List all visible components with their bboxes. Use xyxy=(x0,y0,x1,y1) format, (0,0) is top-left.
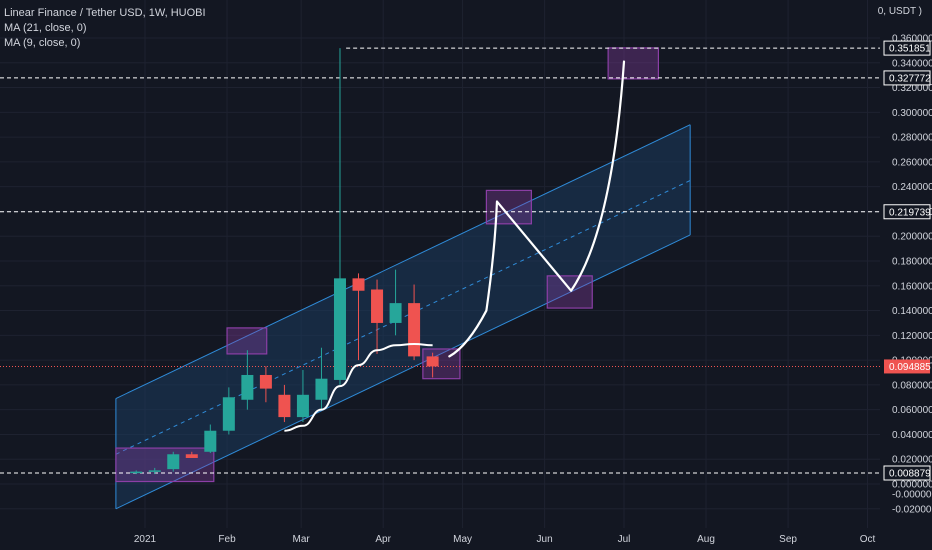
price-tick-label: 0.340000 xyxy=(892,58,932,69)
indicator-ma-21[interactable]: MA (21, close, 0) xyxy=(4,22,87,34)
projection-line xyxy=(448,60,626,358)
candle-body xyxy=(204,430,217,452)
candle[interactable] xyxy=(130,470,143,475)
candle[interactable] xyxy=(426,352,439,378)
time-tick-label: Feb xyxy=(218,534,236,545)
price-tick-label: 0.260000 xyxy=(892,157,932,168)
price-level-label: 0.219739 xyxy=(889,207,931,218)
candle[interactable] xyxy=(241,350,254,410)
current-price-label: 0.094885 xyxy=(889,362,931,373)
highlight-box xyxy=(546,275,593,309)
candle[interactable] xyxy=(315,347,328,410)
highlight-boxes xyxy=(115,47,660,483)
price-tick-label: 0.160000 xyxy=(892,281,932,292)
candle-body xyxy=(241,374,254,400)
candle-body xyxy=(352,278,365,291)
candle-body xyxy=(259,374,272,389)
candle[interactable] xyxy=(148,467,161,475)
price-level-label-box xyxy=(883,465,931,481)
candlesticks[interactable] xyxy=(130,48,439,475)
indicator-ma-9[interactable]: MA (9, close, 0) xyxy=(4,37,81,49)
candle-body xyxy=(315,378,328,400)
candle[interactable] xyxy=(259,366,272,403)
moving-average xyxy=(284,343,433,432)
candle-body xyxy=(148,470,161,472)
price-tick-label: 0.360000 xyxy=(892,34,932,45)
time-tick-label: Jun xyxy=(537,534,553,545)
candle-body xyxy=(389,303,402,323)
candle-body xyxy=(408,303,421,357)
price-tick-label: 0.320000 xyxy=(892,83,932,94)
time-tick-label: Aug xyxy=(697,534,715,545)
channel-lower-line xyxy=(115,234,691,510)
symbol-title[interactable]: Linear Finance / Tether USD, 1W, HUOBI xyxy=(4,7,206,19)
price-level-lines xyxy=(0,47,880,474)
candle-body xyxy=(167,454,180,470)
price-tick-label: 0.020000 xyxy=(892,455,932,466)
highlight-box xyxy=(226,327,268,355)
candle-body xyxy=(130,471,143,474)
ma-line xyxy=(284,343,433,432)
time-tick-label: Oct xyxy=(860,534,876,545)
candle[interactable] xyxy=(333,48,346,385)
price-level-label-box xyxy=(883,204,931,220)
candle-body xyxy=(426,356,439,367)
time-tick-label: Apr xyxy=(375,534,391,545)
candle[interactable] xyxy=(204,424,217,454)
candle-body xyxy=(371,289,384,323)
time-tick-label: Jul xyxy=(618,534,631,545)
highlight-box xyxy=(607,47,660,80)
price-level-label: 0.008879 xyxy=(889,468,931,479)
price-level-label: 0.327772 xyxy=(889,73,931,84)
candle-body xyxy=(333,278,346,380)
price-tick-label: 0.080000 xyxy=(892,380,932,391)
time-tick-label: Mar xyxy=(293,534,311,545)
candle-body xyxy=(278,394,291,418)
candle[interactable] xyxy=(296,370,309,423)
candle[interactable] xyxy=(352,273,365,361)
price-tick-label: 0.000000 xyxy=(892,480,932,491)
price-tick-label: 0.240000 xyxy=(892,182,932,193)
time-tick-label: May xyxy=(453,534,472,545)
candle-body xyxy=(222,397,235,431)
price-axis-background xyxy=(880,0,932,550)
price-level-label-box xyxy=(883,40,931,56)
price-axis[interactable]: 0.360000 0.340000 0.320000 0.300000 0.280000… xyxy=(880,0,932,550)
price-tick-label: 0.300000 xyxy=(892,108,932,119)
price-level-label-box xyxy=(883,70,931,86)
price-tick-label: 0.200000 xyxy=(892,232,932,243)
candle[interactable] xyxy=(278,384,291,423)
time-tick-label: 2021 xyxy=(134,534,157,545)
regression-channel xyxy=(115,124,691,510)
candle-body xyxy=(185,454,198,458)
candle[interactable] xyxy=(185,451,198,458)
candle[interactable] xyxy=(222,387,235,435)
candle[interactable] xyxy=(389,269,402,336)
highlight-box xyxy=(485,189,532,225)
price-tick-label: 0.120000 xyxy=(892,331,932,342)
price-tick-label: -0.000000 xyxy=(892,490,932,501)
projection-path xyxy=(448,60,626,358)
channel-fill xyxy=(115,124,691,509)
highlight-box xyxy=(115,447,215,483)
currency-unit-label[interactable]: 0, USDT ) xyxy=(877,6,922,17)
time-tick-label: Sep xyxy=(779,534,797,545)
price-tick-label: -0.020000 xyxy=(892,504,932,515)
price-level-label: 0.351851 xyxy=(889,44,931,55)
price-tick-label: 0.140000 xyxy=(892,306,932,317)
candle-body xyxy=(296,394,309,418)
price-tick-label: 0.040000 xyxy=(892,430,932,441)
price-tick-label: 0.060000 xyxy=(892,405,932,416)
channel-middle-line xyxy=(115,180,691,455)
price-tick-label: 0.280000 xyxy=(892,133,932,144)
candle[interactable] xyxy=(167,451,180,472)
candle[interactable] xyxy=(371,279,384,354)
time-axis[interactable]: 2021 Feb Mar Apr May Jun Jul Aug Sep Oct xyxy=(134,534,876,545)
channel-upper-line xyxy=(115,124,691,399)
current-price-label-box xyxy=(884,359,930,374)
chart-legend: Linear Finance / Tether USD, 1W, HUOBI M… xyxy=(4,6,206,51)
price-tick-label: 0.180000 xyxy=(892,257,932,268)
